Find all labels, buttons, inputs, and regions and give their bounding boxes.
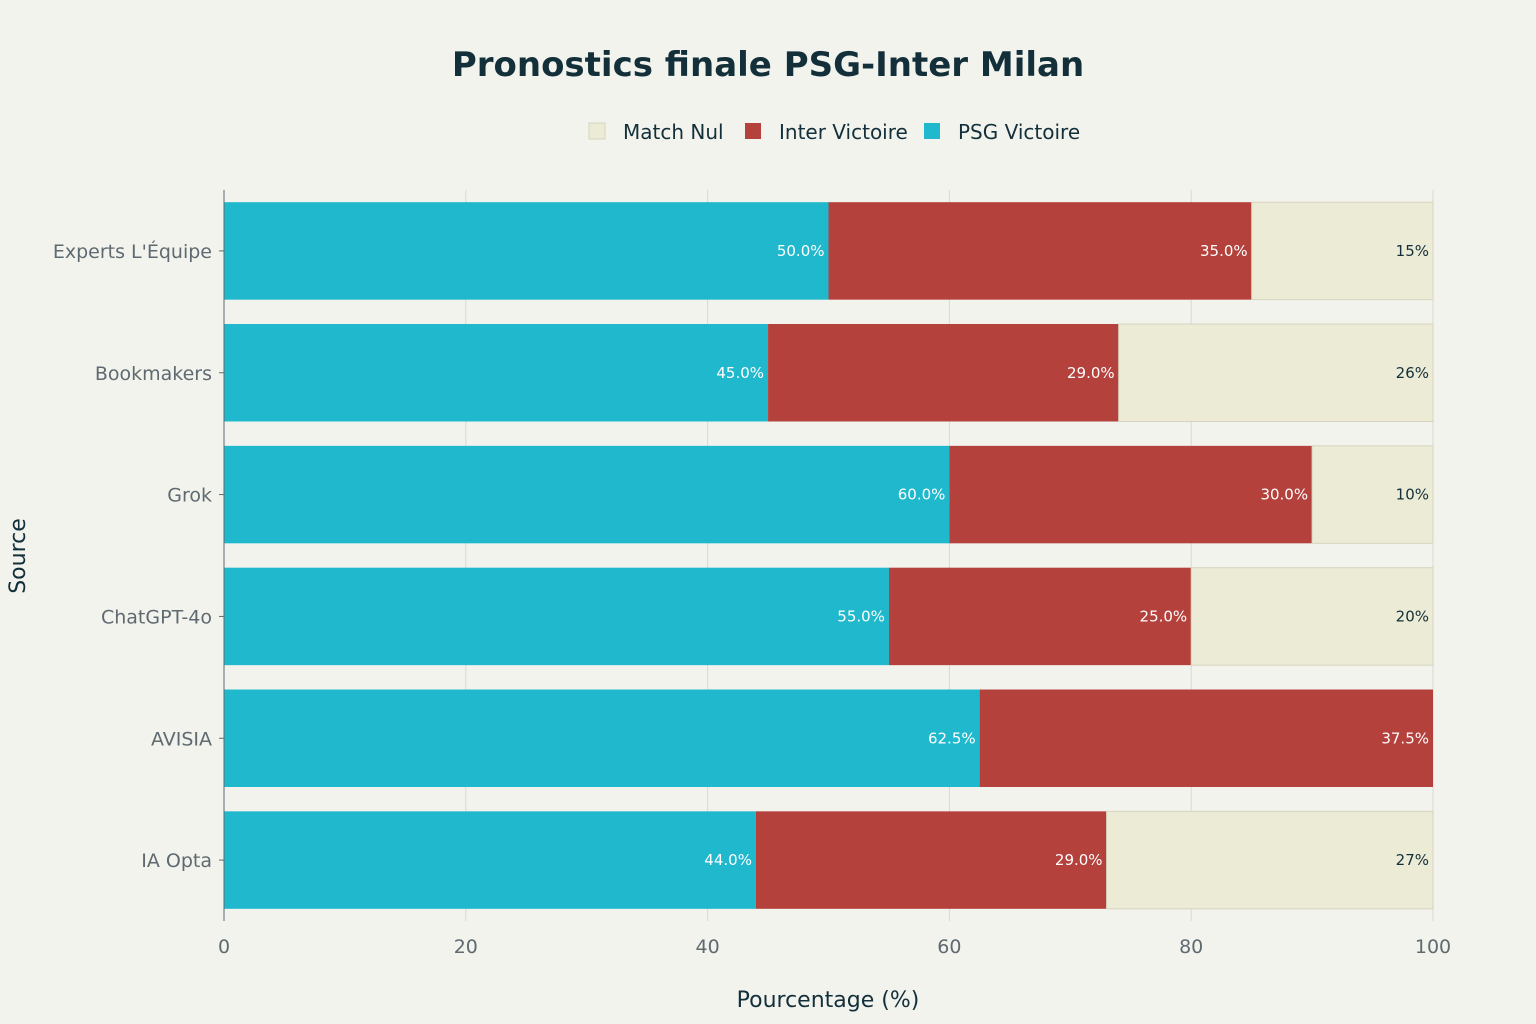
bar-label-2-3: 20% [1396, 607, 1429, 625]
bar-label-1-2: 30.0% [1260, 486, 1308, 504]
bar-label-2-2: 10% [1396, 486, 1429, 504]
bar-0-1 [224, 324, 769, 422]
bar-label-2-1: 26% [1396, 364, 1429, 382]
category-label-3: ChatGPT-4o [101, 606, 212, 628]
legend-label-0: Match Nul [623, 120, 724, 144]
bar-0-5 [224, 811, 756, 909]
x-tick-label-5: 100 [1415, 936, 1451, 958]
bar-1-4 [979, 689, 1433, 787]
bar-2-5 [1106, 810, 1434, 910]
x-tick-label-2: 40 [696, 936, 720, 958]
legend: Match Nul Inter Victoire PSG Victoire [588, 120, 1080, 144]
category-label-2: Grok [167, 485, 212, 507]
bar-2-3 [1190, 567, 1434, 666]
bar-1-0 [828, 202, 1252, 300]
bar-label-2-0: 15% [1396, 242, 1429, 260]
bar-1-2 [949, 445, 1313, 544]
bar-2-1 [1118, 323, 1434, 422]
bar-label-1-1: 29.0% [1067, 364, 1115, 382]
x-tick-label-4: 80 [1179, 936, 1203, 958]
bar-2-0 [1251, 201, 1434, 301]
bar-1-3 [888, 567, 1192, 666]
bar-0-3 [224, 567, 889, 666]
category-label-4: AVISIA [151, 728, 212, 750]
y-axis-title: Source [6, 518, 31, 594]
bars: 50.0% 35.0% 15% 45.0% 29.0% 26% 60.0% 30.0% 10% 5… [224, 201, 1434, 910]
bar-label-1-4: 37.5% [1381, 729, 1429, 747]
bar-label-2-5: 27% [1396, 851, 1429, 869]
legend-label-1: Inter Victoire [779, 120, 908, 144]
x-tick-label-1: 20 [454, 936, 478, 958]
bar-2-2 [1311, 445, 1434, 544]
bar-label-0-2: 60.0% [898, 486, 946, 504]
bar-label-0-1: 45.0% [716, 364, 764, 382]
chart-title: Pronostics finale PSG-Inter Milan [452, 45, 1084, 85]
category-label-1: Bookmakers [95, 363, 212, 385]
category-label-5: IA Opta [141, 850, 212, 872]
category-label-0: Experts L'Équipe [53, 240, 212, 263]
bar-label-0-5: 44.0% [704, 851, 752, 869]
legend-swatch-0 [588, 122, 606, 140]
legend-swatch-1 [745, 123, 761, 139]
legend-label-2: PSG Victoire [958, 120, 1080, 144]
bar-label-1-0: 35.0% [1200, 242, 1248, 260]
bar-label-0-4: 62.5% [928, 729, 976, 747]
gridlines [465, 190, 1434, 921]
bar-0-2 [224, 445, 950, 544]
legend-swatch-2 [924, 123, 940, 139]
bar-1-5 [755, 811, 1107, 909]
bar-1-1 [768, 324, 1119, 422]
bar-label-0-0: 50.0% [777, 242, 825, 260]
x-tick-label-3: 60 [937, 936, 961, 958]
axes: Experts L'Équipe Bookmakers Grok ChatGPT-4o… [53, 190, 1451, 958]
x-tick-label-0: 0 [218, 936, 230, 958]
bar-label-1-3: 25.0% [1140, 607, 1188, 625]
bar-0-4 [224, 689, 980, 787]
bar-0-0 [224, 202, 829, 300]
x-axis-title: Pourcentage (%) [737, 988, 920, 1013]
bar-label-1-5: 29.0% [1055, 851, 1103, 869]
bar-label-0-3: 55.0% [837, 607, 885, 625]
